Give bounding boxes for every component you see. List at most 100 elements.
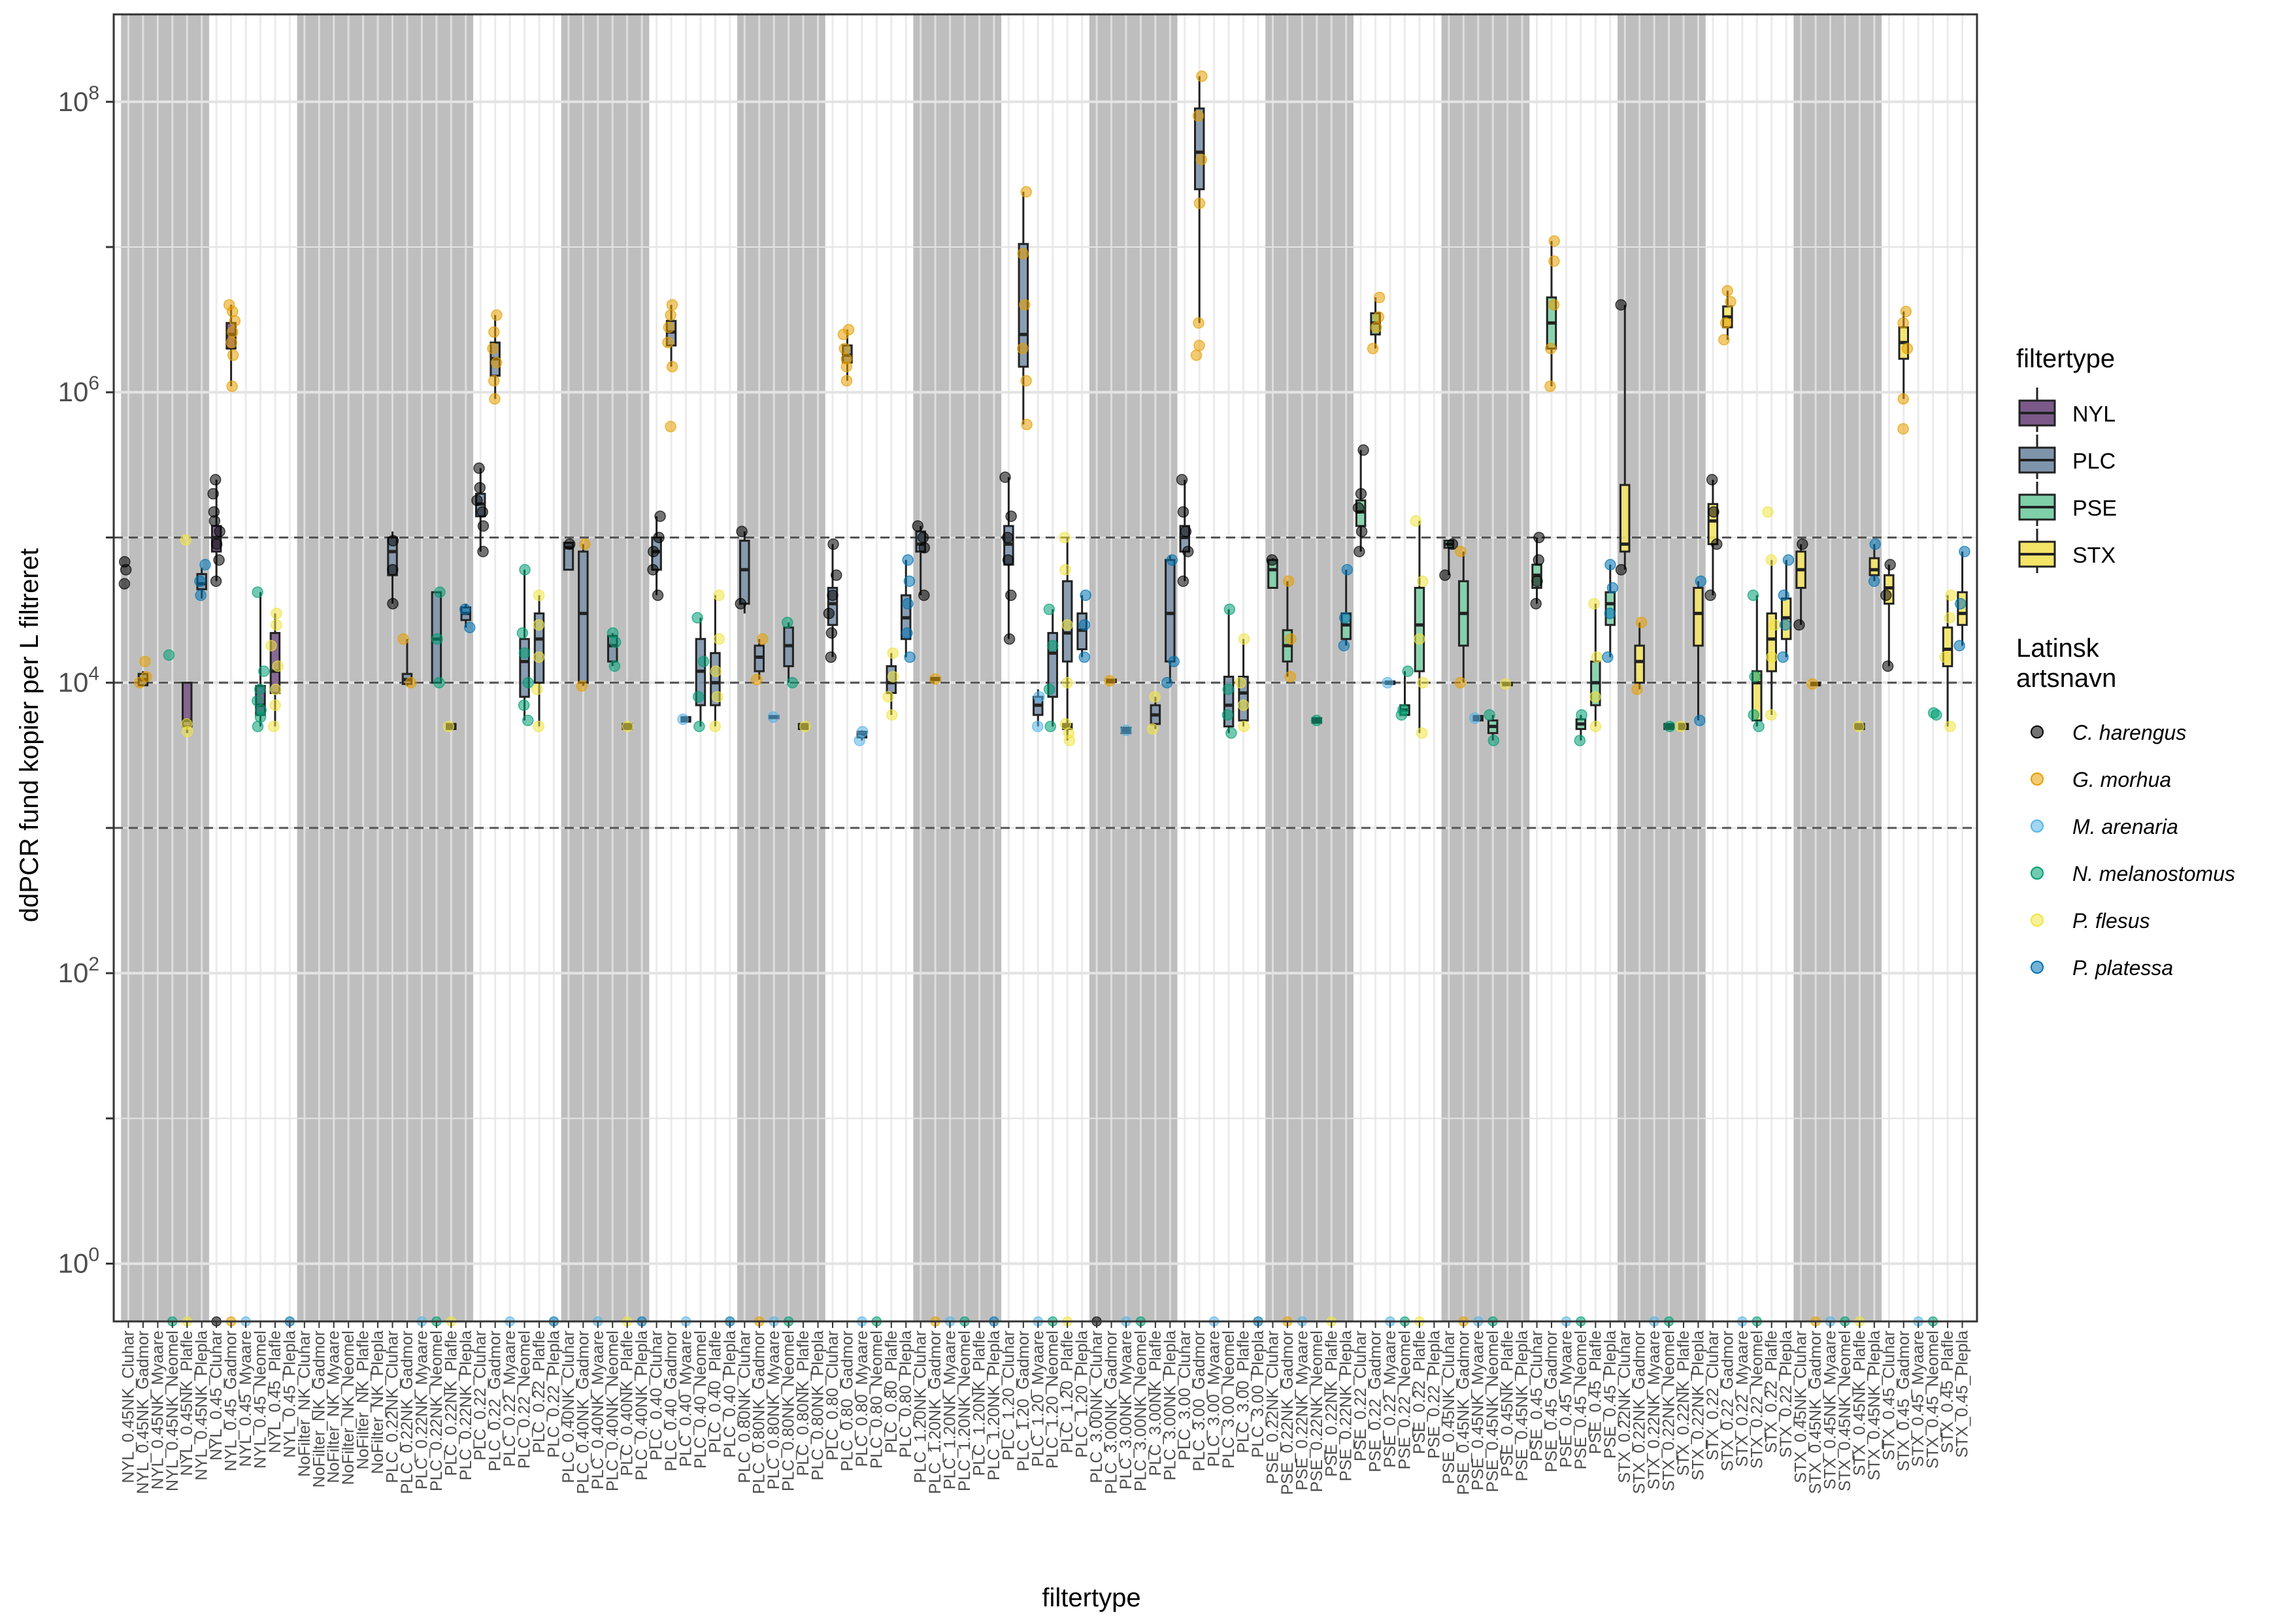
data-point: [1063, 727, 1075, 739]
data-point: [1061, 676, 1073, 689]
data-point: [662, 337, 674, 348]
x-tick-label: PSE_0.45NK_Cluhar: [1440, 1331, 1458, 1484]
data-point: [1531, 575, 1543, 588]
box: [1634, 644, 1645, 684]
data-point: [1591, 651, 1603, 663]
shaded-band: [1793, 14, 1882, 1321]
legend-label: C. harengus: [2072, 721, 2186, 744]
data-point: [1352, 502, 1365, 514]
x-tick-label: NYL_0.45_Cluhar: [207, 1331, 225, 1461]
x-tick-label: PLC_1.20NK_Neomel: [955, 1331, 974, 1491]
y-tick-label: 106: [58, 373, 99, 407]
x-tick-label: NYL_0.45NK_Myaare: [148, 1331, 167, 1489]
data-point: [767, 711, 779, 723]
data-point: [1355, 488, 1367, 500]
x-tick-label: NoFilter_NK_Neomel: [339, 1331, 357, 1485]
data-point: [208, 506, 220, 518]
x-tick-label: PLC_0.80_Neomel: [867, 1331, 886, 1468]
legend-label: P. platessa: [2072, 956, 2173, 980]
data-point: [1354, 546, 1365, 557]
data-point: [213, 554, 225, 566]
data-point: [1719, 317, 1732, 329]
data-point: [1146, 723, 1159, 735]
x-tick-label: PSE_0.45_Plafle: [1586, 1331, 1604, 1454]
data-point: [474, 482, 486, 494]
data-point: [1341, 564, 1354, 576]
shaded-band: [1089, 14, 1178, 1321]
data-point: [1589, 691, 1601, 703]
data-point: [840, 353, 852, 365]
x-tick-label: PSE_0.45_Plepla: [1601, 1331, 1619, 1459]
x-tick-label: PLC_0.80NK_Plafle: [794, 1331, 812, 1476]
x-tick-label: STX_0.22NK_Plafle: [1674, 1331, 1693, 1476]
x-tick-label: NYL_0.45_Plafle: [266, 1331, 284, 1453]
shaded-band: [1441, 14, 1530, 1321]
x-tick-label: STX_0.45_Plepla: [1953, 1331, 1972, 1458]
data-point: [387, 535, 399, 547]
x-tick-label: PLC_1.20_Plepla: [1073, 1331, 1091, 1458]
data-point: [1373, 291, 1386, 303]
box: [578, 550, 589, 684]
data-point: [1033, 691, 1045, 703]
data-point: [1853, 720, 1865, 733]
data-point: [1945, 589, 1957, 601]
data-point: [827, 589, 839, 601]
legend-key-point: [2031, 772, 2044, 786]
data-point: [207, 488, 219, 500]
data-point: [1533, 554, 1544, 566]
data-point: [522, 714, 534, 727]
shaded-group-bands: [121, 14, 1882, 1321]
plot-border: [112, 13, 1978, 1323]
data-point: [1193, 197, 1206, 209]
x-tick-label: PSE_0.45NK_Myaare: [1469, 1331, 1487, 1491]
x-tick-label: PSE_0.45NK_Gadmor: [1454, 1331, 1472, 1495]
data-point: [1454, 676, 1467, 689]
x-tick-label: PLC_0.80NK_Neomel: [780, 1331, 798, 1491]
data-point: [786, 676, 799, 689]
shaded-band: [561, 14, 650, 1321]
data-point: [477, 546, 489, 557]
data-point: [433, 676, 445, 689]
data-point: [666, 361, 678, 373]
data-point: [1766, 651, 1778, 663]
data-point: [1944, 720, 1956, 733]
data-point: [735, 598, 746, 610]
shaded-band: [297, 14, 473, 1321]
data-point: [710, 665, 722, 677]
data-point: [1749, 671, 1761, 683]
x-tick-label: NoFilter_NK_Plafle: [354, 1331, 373, 1470]
data-point: [491, 309, 503, 321]
x-tick-label: PLC_0.22_Neomel: [516, 1331, 534, 1468]
data-point: [1455, 546, 1467, 557]
plot-frame: [112, 13, 1978, 1323]
x-tick-label: PSE_0.45_Myaare: [1557, 1331, 1575, 1468]
legend-title-filtertype: filtertype: [2016, 344, 2115, 373]
x-tick-label: PLC_0.22NK_Gadmor: [398, 1331, 416, 1494]
data-point: [431, 633, 443, 645]
legend-label: G. morhua: [2072, 768, 2171, 791]
x-tick-label: PLC_3.00NK_Neomel: [1131, 1331, 1150, 1491]
data-point: [917, 531, 929, 544]
x-tick-label: STX_0.45_Neomel: [1924, 1331, 1942, 1468]
data-point: [1604, 559, 1616, 571]
data-point: [918, 542, 931, 554]
x-tick-label: PSE_0.22_Neomel: [1395, 1331, 1414, 1470]
x-tick-label: PLC_0.22_Plepla: [544, 1331, 563, 1458]
data-point: [825, 627, 838, 639]
data-point: [882, 691, 894, 703]
x-tick-label: PSE_0.45_Neomel: [1572, 1331, 1590, 1470]
data-point: [1884, 559, 1896, 571]
x-tick-label: PSE_0.22_Cluhar: [1352, 1331, 1370, 1461]
data-point: [1382, 676, 1393, 689]
data-point: [1615, 299, 1627, 311]
x-tick-label: PLC_1.20NK_Plepla: [985, 1331, 1003, 1480]
x-tick-label: STX_0.22_Plepla: [1777, 1331, 1795, 1458]
y-tick-label: 104: [58, 663, 99, 698]
data-point: [1708, 506, 1719, 518]
x-tick-label: PLC_1.20NK_Gadmor: [926, 1331, 944, 1494]
x-tick-label: PSE_0.45NK_Plepla: [1513, 1331, 1531, 1482]
x-tick-label: PLC_3.00NK_Plafle: [1146, 1331, 1165, 1476]
data-point: [1953, 640, 1965, 652]
data-point: [1588, 598, 1600, 610]
data-point: [1237, 699, 1250, 711]
